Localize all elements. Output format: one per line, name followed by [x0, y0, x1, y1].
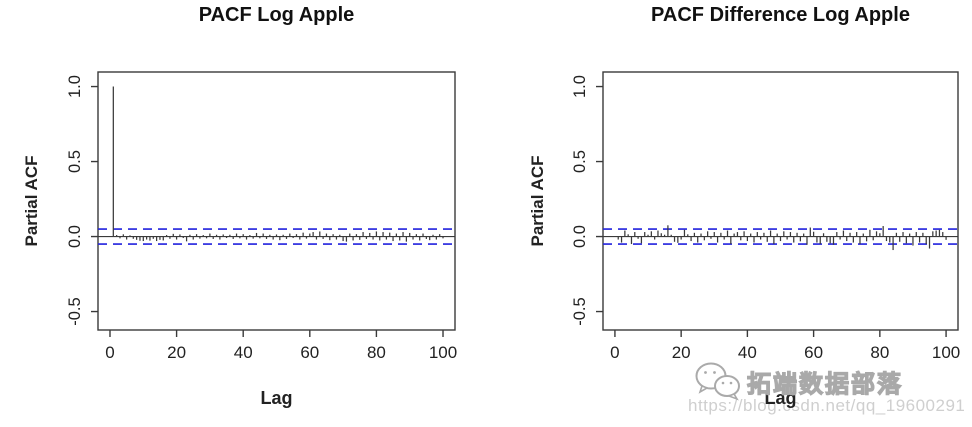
pacf-log-apple-chart: PACF Log Apple Partial ACF 0 20 40 60 80 100-…: [22, 4, 457, 408]
svg-text:1.0: 1.0: [66, 75, 84, 98]
svg-text:-0.5: -0.5: [66, 297, 84, 325]
wechat-icon: [695, 362, 740, 401]
svg-text:40: 40: [738, 343, 757, 362]
svg-text:1.0: 1.0: [571, 75, 589, 98]
chart-title: PACF Difference Log Apple: [651, 4, 910, 26]
svg-text:0.0: 0.0: [66, 225, 84, 248]
svg-text:60: 60: [804, 343, 823, 362]
svg-text:80: 80: [870, 343, 889, 362]
watermark-brand-text: 拓端数据部落: [746, 370, 903, 398]
svg-text:20: 20: [167, 343, 186, 362]
x-axis-label: Lag: [260, 388, 293, 408]
pacf-plot-area: 0 20 40 60 80 100 -0.5 0.0 0.5 1.0: [66, 71, 457, 362]
watermark: 拓端数据部落: [694, 361, 903, 401]
svg-text:20: 20: [672, 343, 691, 362]
svg-text:100: 100: [429, 343, 457, 362]
watermark-url-text: https://blog.csdn.net/qq_19600291: [688, 396, 966, 415]
chart-title: PACF Log Apple: [198, 4, 355, 26]
pacf-plot-area: 0 20 40 60 80 100 -0.5 0.0 0.5 1.0: [571, 71, 960, 362]
svg-text:0.0: 0.0: [571, 225, 589, 248]
svg-text:60: 60: [300, 343, 319, 362]
svg-text:0.5: 0.5: [571, 150, 589, 173]
svg-text:0: 0: [610, 343, 619, 362]
svg-text:80: 80: [367, 343, 386, 362]
svg-text:-0.5: -0.5: [571, 297, 589, 325]
svg-text:40: 40: [234, 343, 253, 362]
x-axis-label: Lag: [764, 388, 797, 408]
svg-text:0.5: 0.5: [66, 150, 84, 173]
svg-text:100: 100: [932, 343, 960, 362]
svg-text:0: 0: [105, 343, 114, 362]
